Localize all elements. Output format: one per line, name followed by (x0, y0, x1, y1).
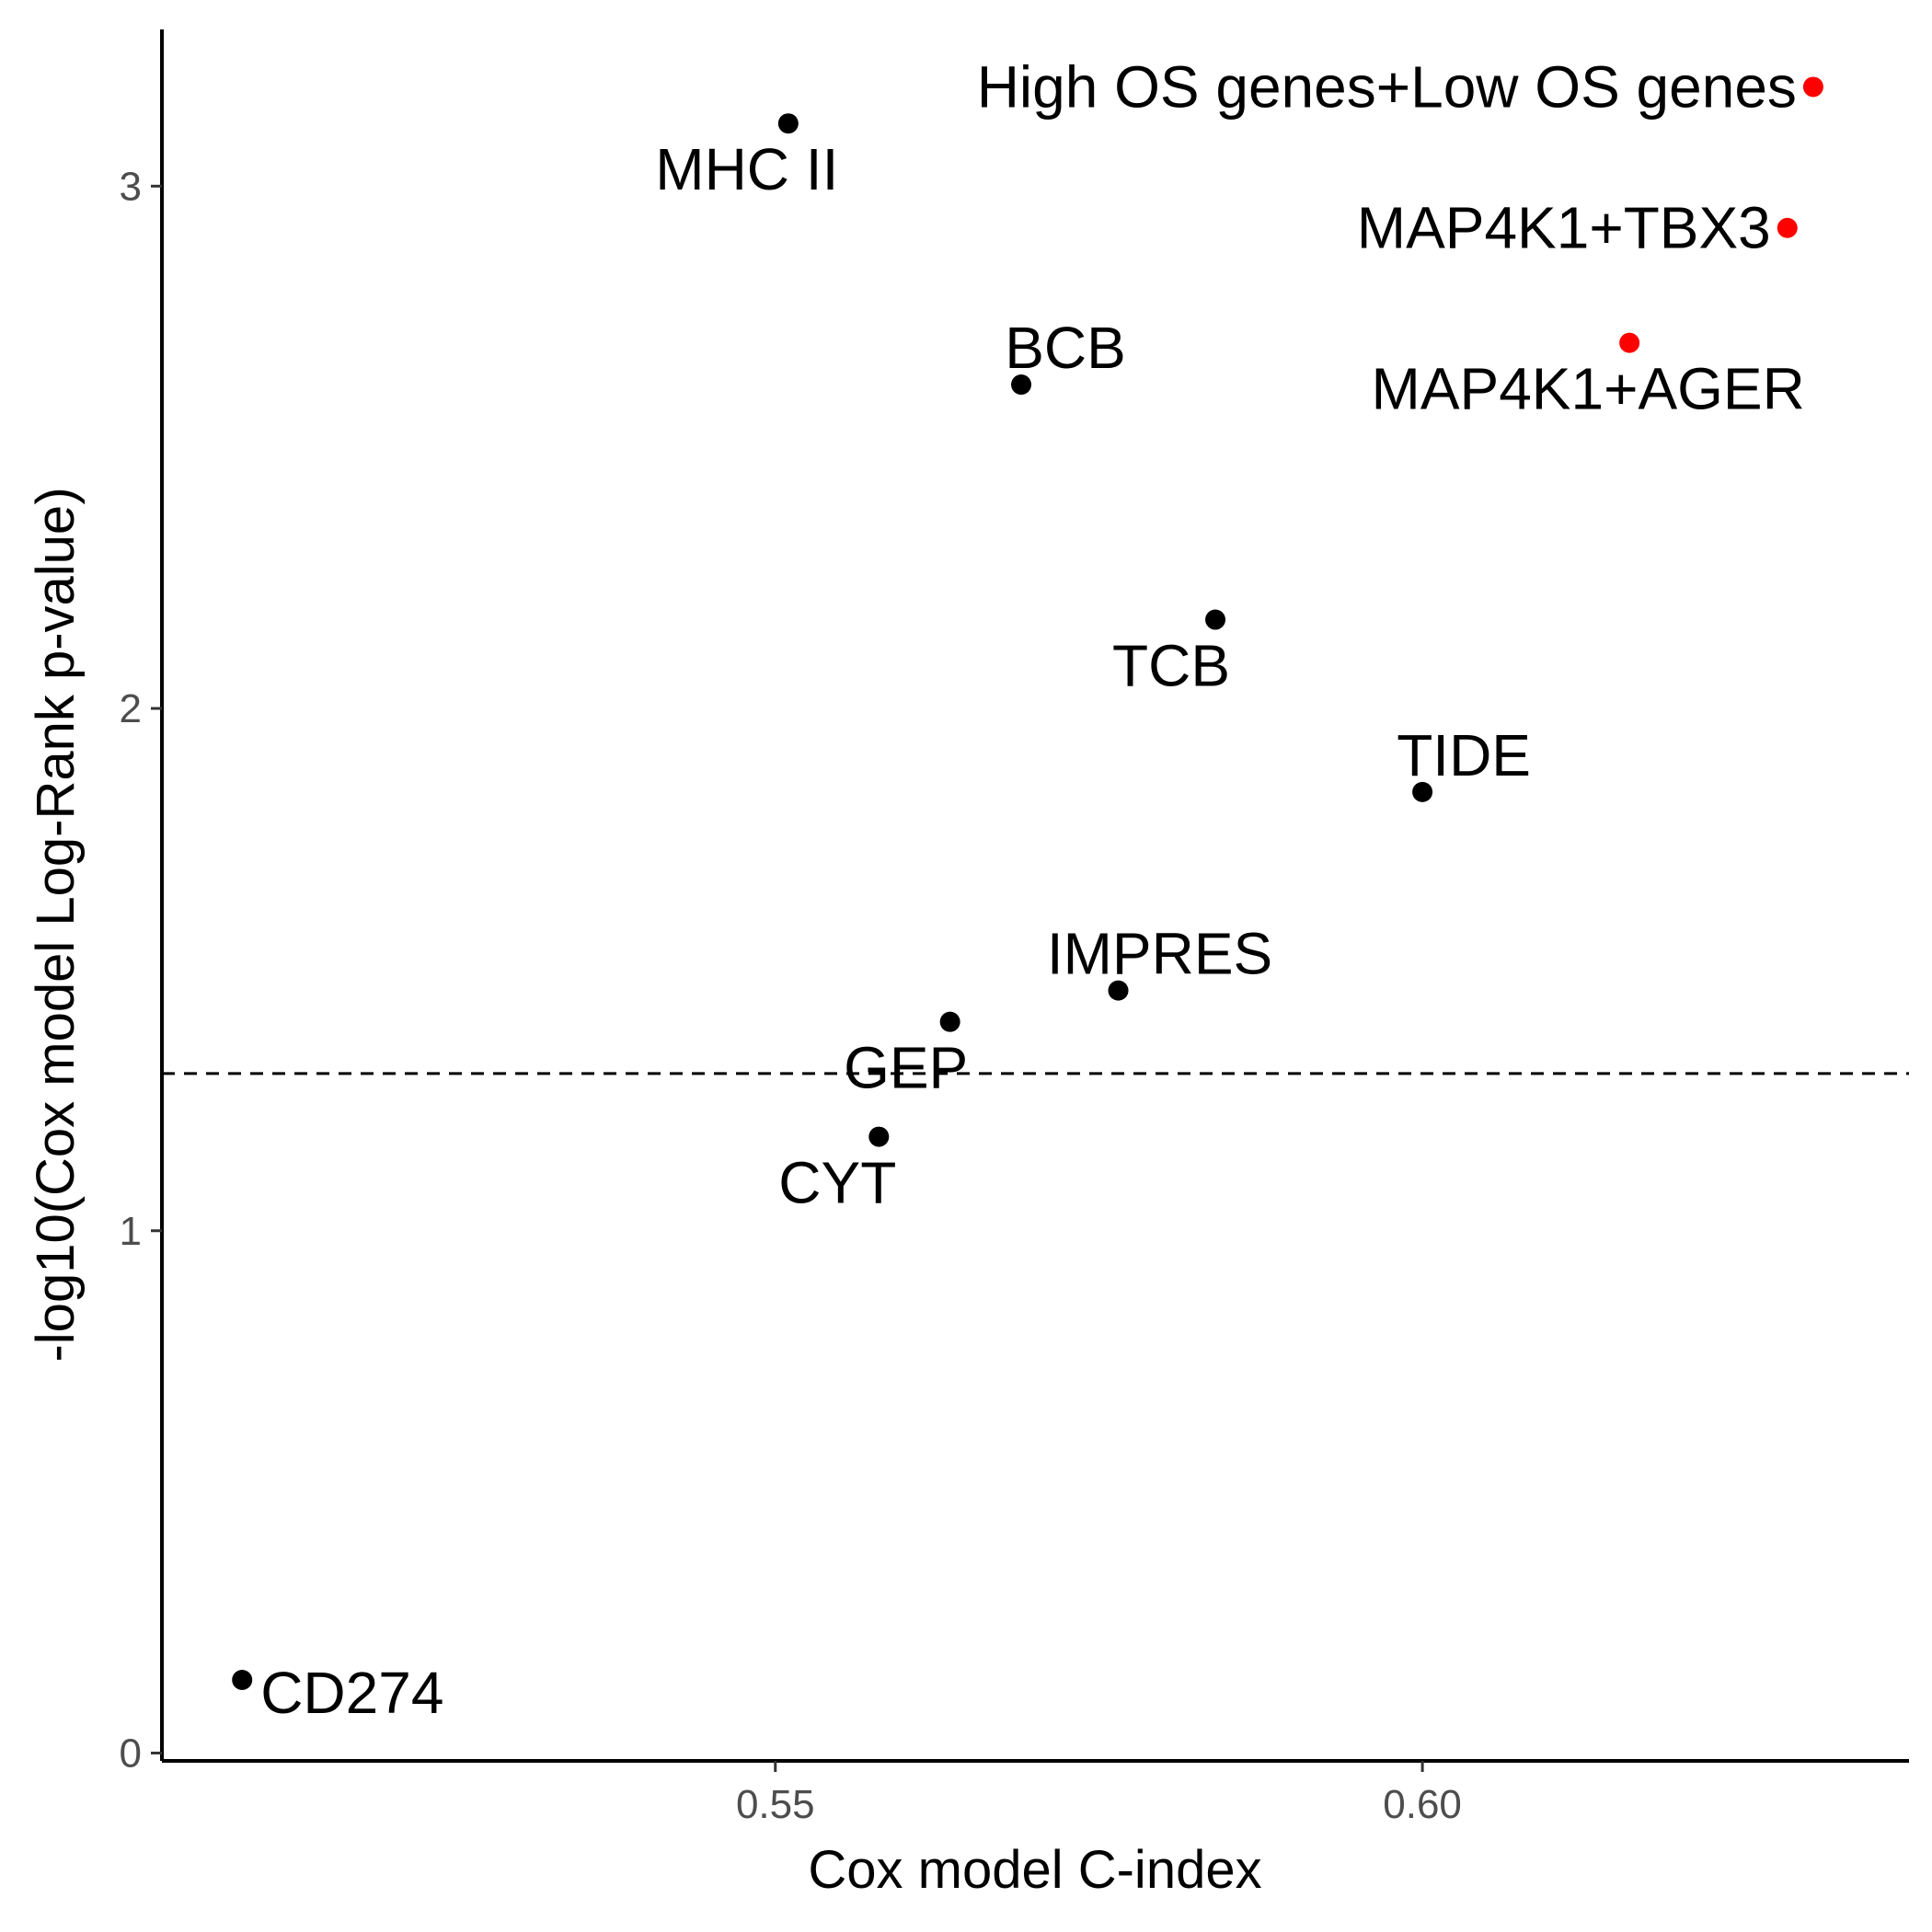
point-label-tcb: TCB (1112, 633, 1230, 699)
point-label-bcb: BCB (1005, 315, 1126, 381)
x-axis-title: Cox model C-index (808, 1840, 1261, 1900)
point-map4k1-tbx3 (1777, 217, 1798, 238)
point-label-cd274: CD274 (260, 1660, 443, 1726)
point-label-map4k1-ager: MAP4K1+AGER (1372, 356, 1805, 422)
point-label-cyt: CYT (778, 1150, 896, 1216)
y-tick-label: 1 (120, 1209, 142, 1254)
point-label-gep: GEP (844, 1035, 968, 1101)
point-map4k1-ager (1619, 332, 1640, 353)
point-high-os-genes-low-os-genes (1802, 76, 1823, 98)
point-gep (939, 1011, 960, 1032)
y-tick-label: 0 (120, 1731, 142, 1776)
point-mhc-ii (777, 113, 799, 134)
point-cd274 (232, 1670, 253, 1691)
y-tick-label: 2 (120, 686, 142, 731)
point-tcb (1205, 609, 1226, 630)
point-label-impres: IMPRES (1047, 921, 1272, 987)
point-label-tide: TIDE (1397, 722, 1531, 788)
point-label-high-os-genes-low-os-genes: High OS genes+Low OS genes (977, 53, 1797, 120)
point-tide (1412, 781, 1433, 802)
x-tick-label: 0.60 (1383, 1782, 1462, 1827)
point-label-mhc-ii: MHC II (655, 136, 838, 202)
point-label-map4k1-tbx3: MAP4K1+TBX3 (1357, 195, 1771, 261)
point-cyt (868, 1126, 890, 1147)
y-tick-label: 3 (120, 164, 142, 209)
x-tick-label: 0.55 (736, 1782, 815, 1827)
point-impres (1108, 980, 1129, 1001)
y-axis-title: -log10(Cox model Log-Rank p-value) (26, 487, 86, 1362)
point-bcb (1011, 374, 1032, 396)
